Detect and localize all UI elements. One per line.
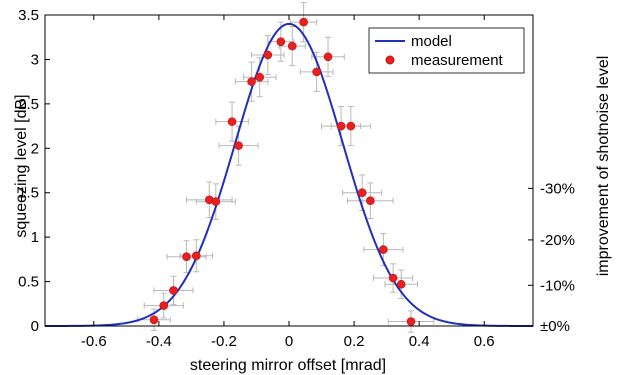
y-tick-label: 1.5	[18, 185, 39, 202]
y-tick-label: 3.5	[18, 7, 39, 24]
legend-measurement-swatch	[385, 55, 395, 65]
x-tick-label: 0.2	[344, 333, 365, 350]
x-tick-label: 0.4	[409, 333, 430, 350]
legend-measurement-label: measurement	[411, 52, 504, 69]
y-tick-label: 2.5	[18, 96, 39, 113]
measurement-point	[323, 52, 333, 62]
x-tick-label: 0.6	[474, 333, 495, 350]
y2-axis-label: improvement of shotnoise level	[595, 56, 612, 277]
measurement-point	[149, 315, 159, 325]
y-axis-label: squeezing level [dB]	[13, 94, 30, 237]
y2-tick-label: -20%	[540, 232, 575, 249]
legend-box	[368, 27, 525, 74]
measurement-point	[234, 141, 243, 150]
measurement-point	[227, 117, 237, 126]
model-curve-layer	[45, 22, 533, 327]
measurement-point	[336, 121, 346, 131]
measurement-point	[396, 279, 406, 289]
x-tick-label: 0	[285, 333, 293, 350]
measurement-point	[379, 245, 388, 254]
measurement-point	[406, 317, 416, 326]
measurement-point	[357, 188, 367, 198]
x-tick-label: -0.4	[146, 333, 172, 350]
x-tick-label: -0.6	[81, 333, 107, 350]
x-axis: -0.6 -0.4 -0.2 0 0.2 0.4 0.6	[81, 15, 495, 350]
measurement-point	[299, 17, 308, 27]
measurement-point	[211, 197, 221, 206]
measurement-point	[191, 251, 201, 261]
measurement-point	[247, 77, 256, 86]
model-curve	[45, 22, 533, 327]
measurement-point	[263, 50, 273, 60]
measurement-point	[388, 273, 398, 283]
measurement-point	[159, 301, 169, 310]
y-tick-label: 1	[31, 229, 39, 246]
y-axis: 0 0.5 1 1.5 2 2.5 3 3.5	[18, 7, 50, 335]
measurement-point	[255, 72, 265, 82]
measurement-point	[346, 121, 356, 131]
measurement-point	[312, 67, 321, 77]
legend-model-label: model	[411, 33, 452, 50]
y2-tick-label: ±0%	[540, 318, 570, 335]
y2-tick-label: -10%	[540, 277, 575, 294]
legend: model measurement	[368, 27, 525, 74]
measurement-point	[287, 41, 297, 51]
x-axis-label: steering mirror offset [mrad]	[190, 357, 386, 374]
points-layer	[149, 17, 416, 326]
measurement-point	[276, 37, 286, 46]
y2-axis: ±0% -10% -20% -30%	[528, 180, 575, 335]
measurement-point	[366, 196, 375, 206]
measurement-point	[169, 286, 178, 295]
y-tick-label: 3	[31, 51, 39, 68]
y-tick-label: 2	[31, 140, 39, 157]
y-tick-label: 0.5	[18, 274, 39, 291]
x-tick-label: -0.2	[211, 333, 237, 350]
y-tick-label: 0	[31, 318, 39, 335]
y2-tick-label: -30%	[540, 180, 575, 197]
measurement-point	[182, 252, 191, 261]
